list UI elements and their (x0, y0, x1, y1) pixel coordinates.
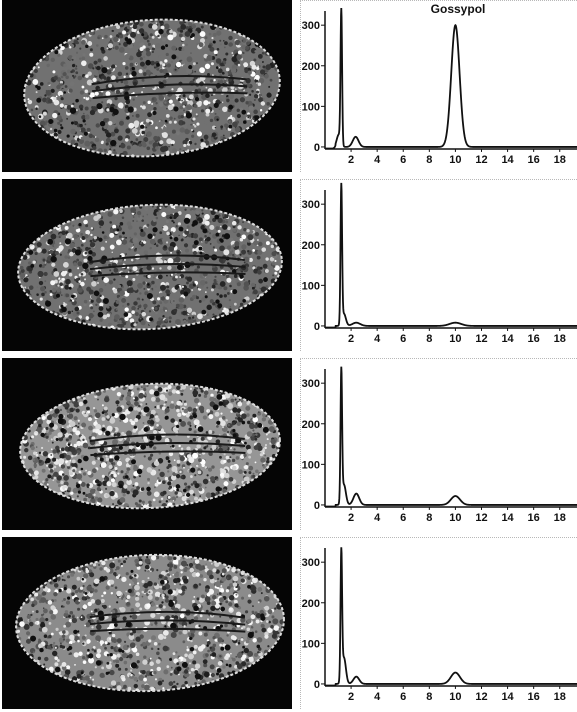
y-tick-label: 200 (302, 240, 320, 252)
x-tick-label: 2 (348, 512, 354, 524)
chromatogram-trace (325, 183, 577, 328)
x-tick-label: 10 (449, 512, 461, 524)
chromatogram-4: 0 100 200 300 2 4 6 8 10 12 14 16 18 (301, 538, 577, 712)
chromatogram-2: 0 100 200 300 2 4 6 8 10 12 14 16 18 (301, 180, 577, 352)
x-tick-label: 6 (400, 333, 406, 345)
x-tick-label: 6 (400, 154, 406, 166)
seed-image-1 (2, 0, 292, 172)
seed-photo-3 (2, 358, 292, 530)
x-tick-label: 4 (374, 691, 381, 703)
x-tick-label: 8 (426, 154, 432, 166)
x-tick-label: 14 (501, 333, 514, 345)
y-tick-label: 200 (302, 419, 320, 431)
x-tick-label: 4 (374, 512, 381, 524)
x-tick-label: 18 (554, 512, 566, 524)
x-tick-label: 10 (449, 333, 461, 345)
seed-body (12, 195, 287, 338)
y-tick-label: 100 (302, 638, 320, 650)
seed-body (14, 374, 286, 517)
x-tick-label: 14 (501, 691, 514, 703)
chromatogram-trace (325, 367, 577, 507)
x-tick-label: 10 (449, 154, 461, 166)
seed-photo-4 (2, 537, 292, 709)
y-tick-label: 100 (302, 101, 320, 113)
seed-photo-2 (2, 179, 292, 351)
chart-title: Gossypol (431, 2, 486, 16)
y-tick-label: 300 (302, 199, 320, 211)
chromatogram-trace (325, 547, 577, 685)
sample-row-1: Gossypol 0 100 200 300 2 4 6 8 10 12 14 16 18 (0, 0, 577, 172)
chromatogram-panel-2: 0 100 200 300 2 4 6 8 10 12 14 16 18 (300, 179, 577, 351)
chromatogram-panel-4: 0 100 200 300 2 4 6 8 10 12 14 16 18 (300, 537, 577, 709)
x-tick-label: 18 (554, 333, 566, 345)
x-tick-label: 18 (554, 154, 566, 166)
sample-row-3: 0 100 200 300 2 4 6 8 10 12 14 16 18 (0, 358, 577, 530)
seed-body (12, 548, 288, 698)
y-tick-label: 300 (302, 557, 320, 569)
y-tick-label: 100 (302, 459, 320, 471)
x-tick-label: 6 (400, 691, 406, 703)
seed-image-2 (2, 179, 292, 351)
x-tick-label: 12 (475, 512, 487, 524)
x-tick-label: 2 (348, 154, 354, 166)
x-tick-label: 16 (528, 154, 540, 166)
seed-image-3 (2, 358, 292, 530)
x-tick-label: 12 (475, 154, 487, 166)
chromatogram-panel-3: 0 100 200 300 2 4 6 8 10 12 14 16 18 (300, 358, 577, 530)
x-tick-label: 14 (501, 154, 514, 166)
x-tick-label: 2 (348, 691, 354, 703)
x-tick-label: 8 (426, 512, 432, 524)
chromatogram-panel-1: Gossypol 0 100 200 300 2 4 6 8 10 12 14 16 18 (300, 0, 577, 172)
x-tick-label: 18 (554, 691, 566, 703)
x-tick-label: 16 (528, 512, 540, 524)
chromatogram-trace (325, 8, 577, 149)
y-tick-label: 0 (314, 142, 320, 154)
x-tick-label: 8 (426, 333, 432, 345)
y-tick-label: 100 (302, 280, 320, 292)
y-tick-label: 300 (302, 20, 320, 32)
x-tick-label: 4 (374, 154, 381, 166)
y-tick-label: 300 (302, 378, 320, 390)
x-tick-label: 6 (400, 512, 406, 524)
seed-photo-1 (2, 0, 292, 172)
y-tick-label: 200 (302, 598, 320, 610)
x-tick-label: 16 (528, 333, 540, 345)
sample-row-4: 0 100 200 300 2 4 6 8 10 12 14 16 18 (0, 537, 577, 709)
x-tick-label: 8 (426, 691, 432, 703)
seed-image-4 (2, 537, 292, 709)
seed-body (17, 8, 287, 167)
x-tick-label: 4 (374, 333, 381, 345)
x-tick-label: 16 (528, 691, 540, 703)
y-tick-label: 0 (314, 321, 320, 333)
x-tick-label: 12 (475, 691, 487, 703)
chromatogram-1: Gossypol 0 100 200 300 2 4 6 8 10 12 14 16 18 (301, 1, 577, 173)
y-tick-label: 200 (302, 61, 320, 73)
x-tick-label: 2 (348, 333, 354, 345)
sample-row-2: 0 100 200 300 2 4 6 8 10 12 14 16 18 (0, 179, 577, 351)
y-tick-label: 0 (314, 500, 320, 512)
chromatogram-3: 0 100 200 300 2 4 6 8 10 12 14 16 18 (301, 359, 577, 531)
x-tick-label: 10 (449, 691, 461, 703)
x-tick-label: 12 (475, 333, 487, 345)
y-tick-label: 0 (314, 679, 320, 691)
x-tick-label: 14 (501, 512, 514, 524)
